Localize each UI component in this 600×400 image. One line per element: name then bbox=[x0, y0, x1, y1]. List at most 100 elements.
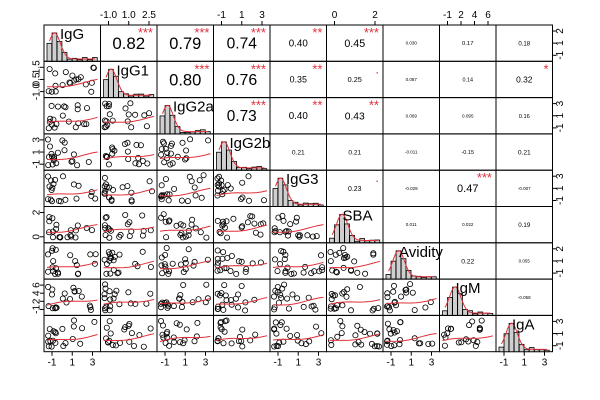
correlation-value: 0.74 bbox=[227, 36, 258, 53]
scatter-point bbox=[337, 317, 344, 324]
scatter-point bbox=[102, 281, 109, 288]
scatter-point bbox=[132, 160, 139, 167]
correlation-value: 0.19 bbox=[518, 222, 531, 229]
fit-line bbox=[216, 297, 268, 305]
scatter-point bbox=[45, 268, 52, 275]
scatter-point bbox=[107, 270, 114, 277]
panel-8-2 bbox=[156, 314, 214, 353]
scatter-point bbox=[103, 213, 110, 220]
panel-6-4 bbox=[269, 242, 327, 280]
scatter-point bbox=[282, 251, 289, 258]
scatter-point bbox=[140, 343, 147, 350]
variable-name-5: SBA bbox=[343, 208, 373, 225]
scatter-point bbox=[306, 338, 313, 345]
scatter-point bbox=[390, 288, 397, 295]
scatter-point bbox=[447, 325, 454, 332]
variable-name-2: IgG2a bbox=[173, 99, 215, 116]
tick-label: 3 bbox=[90, 358, 96, 369]
density-curve bbox=[331, 213, 378, 241]
scatter-point bbox=[271, 256, 278, 263]
scatter-point bbox=[45, 251, 52, 258]
significance-stars: *** bbox=[138, 25, 153, 40]
scatter-point bbox=[68, 233, 75, 240]
scatter-point bbox=[217, 319, 224, 326]
fit-line bbox=[103, 115, 155, 123]
scatter-point bbox=[281, 256, 288, 263]
histogram-bar bbox=[138, 93, 145, 99]
variable-name-0: IgG bbox=[60, 26, 84, 43]
histogram-bar bbox=[302, 202, 309, 207]
scatter-point bbox=[106, 234, 113, 241]
scatter-point bbox=[164, 304, 171, 311]
scatter-point bbox=[45, 332, 52, 339]
scatter-point bbox=[139, 232, 146, 239]
scatter-point bbox=[300, 303, 307, 310]
scatter-point bbox=[166, 342, 173, 349]
histogram-bar bbox=[113, 75, 119, 99]
scatter-point bbox=[164, 149, 171, 156]
scatter-point bbox=[69, 72, 76, 79]
panel-3-1 bbox=[100, 133, 158, 171]
scatter-point bbox=[466, 322, 473, 329]
scatter-point bbox=[74, 102, 81, 109]
tick-label: -1 bbox=[500, 358, 509, 369]
scatter-point bbox=[174, 153, 181, 160]
scatter-point bbox=[147, 263, 154, 270]
histogram-bar bbox=[539, 349, 545, 353]
scatter-point bbox=[111, 253, 118, 260]
scatter-point bbox=[236, 333, 243, 340]
correlation-value: -0.029 bbox=[405, 186, 418, 191]
correlation-value: 0.055 bbox=[519, 259, 531, 264]
scatter-point bbox=[116, 251, 123, 258]
scatter-point bbox=[103, 270, 110, 277]
correlation-value: -0.058 bbox=[518, 295, 531, 300]
panel-frame bbox=[439, 314, 497, 353]
scatter-point bbox=[116, 233, 123, 240]
scatter-point bbox=[427, 299, 434, 306]
scatter-point bbox=[170, 338, 177, 345]
fit-line bbox=[385, 298, 437, 305]
scatter-point bbox=[61, 147, 68, 154]
fit-line bbox=[385, 333, 437, 342]
fit-line bbox=[216, 335, 268, 341]
correlation-value: 0.18 bbox=[518, 40, 530, 47]
scatter-point bbox=[238, 258, 245, 265]
scatter-point bbox=[370, 250, 377, 257]
scatter-point bbox=[45, 283, 52, 290]
scatter-point bbox=[52, 339, 59, 346]
correlation-value: 0.21 bbox=[518, 149, 531, 156]
scatter-point bbox=[71, 288, 78, 295]
scatter-point bbox=[114, 270, 121, 277]
panel-5-2 bbox=[156, 206, 214, 244]
scatter-point bbox=[237, 195, 244, 202]
scatter-point bbox=[107, 303, 114, 310]
tick-label: 3 bbox=[555, 100, 566, 106]
scatter-point bbox=[54, 149, 61, 156]
scatter-point bbox=[287, 332, 294, 339]
scatter-point bbox=[45, 136, 52, 143]
correlation-value: 0.069 bbox=[406, 113, 418, 118]
scatter-point bbox=[133, 141, 140, 148]
scatter-point bbox=[48, 343, 55, 350]
tick-label: 1 bbox=[555, 40, 566, 46]
tick-label: 3 bbox=[555, 318, 566, 324]
scatter-point bbox=[61, 139, 68, 146]
scatter-point bbox=[239, 194, 246, 201]
fit-line bbox=[216, 190, 268, 197]
correlation-value: 0.45 bbox=[344, 38, 365, 50]
significance-stars: ** bbox=[312, 98, 322, 113]
scatter-point bbox=[102, 225, 109, 232]
scatter-point bbox=[160, 140, 167, 147]
scatter-point bbox=[243, 265, 250, 272]
scatter-point bbox=[62, 340, 69, 347]
scatter-point bbox=[166, 191, 173, 198]
scatter-point bbox=[425, 340, 432, 347]
significance-stars: *** bbox=[251, 25, 266, 40]
significance-stars: * bbox=[543, 61, 548, 76]
tick-label: 1 bbox=[555, 258, 566, 264]
scatter-point bbox=[102, 307, 109, 314]
scatter-point bbox=[192, 225, 199, 232]
scatter-point bbox=[74, 222, 81, 229]
scatter-point bbox=[70, 151, 77, 158]
scatter-point bbox=[143, 123, 150, 130]
